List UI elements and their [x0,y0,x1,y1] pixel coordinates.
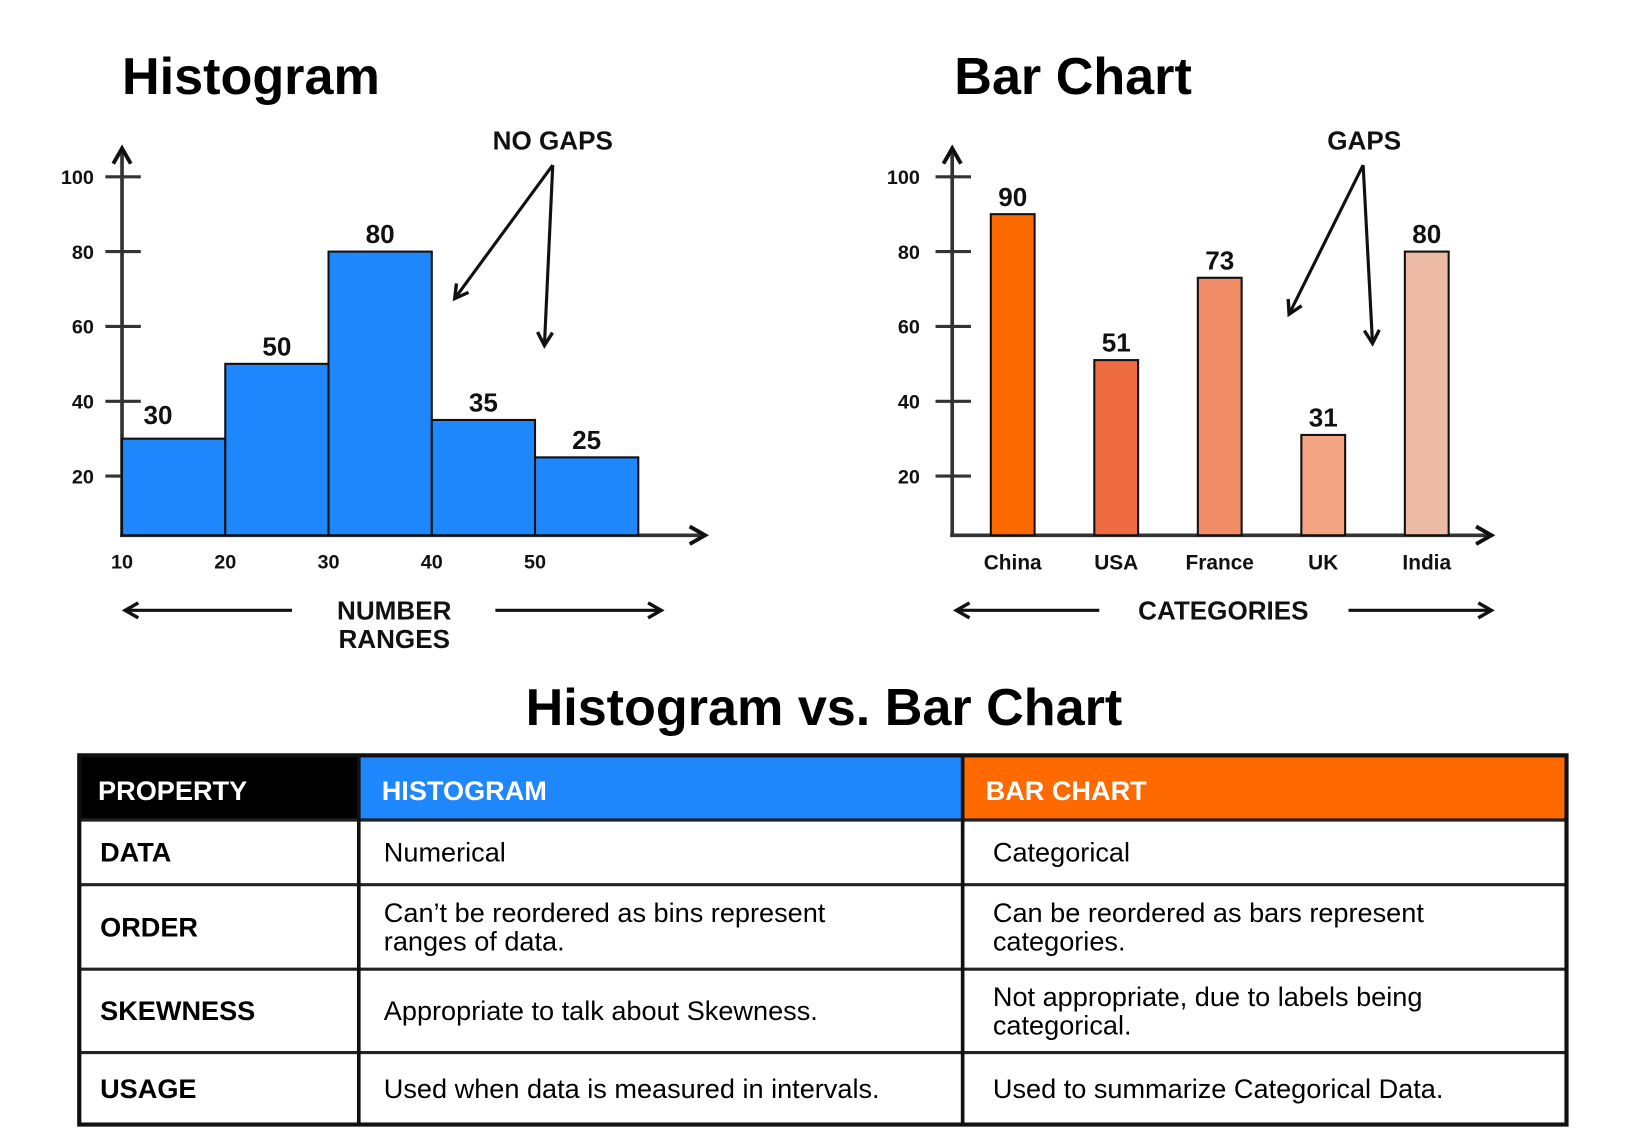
y-tick-label: 80 [72,242,94,264]
histogram-bin [327,250,433,537]
cell-text: Numerical [384,837,506,868]
x-tick-label: 40 [421,552,443,574]
histogram-bin [120,437,227,537]
histogram-xlabel-line1: NUMBER [337,596,452,626]
annotation-arrow [452,164,555,302]
histogram-bin [224,362,330,537]
table-border [77,753,1569,1127]
y-tick-label: 20 [72,466,94,488]
x-tick-label: 10 [111,552,133,574]
header-cell [962,755,1567,821]
category-label: India [1402,552,1451,575]
cell-text: Can’t be reordered as bins represent [384,897,826,928]
bar-usa [1093,359,1140,537]
bar-china [989,213,1036,537]
bar-chart-xlabel: CATEGORIES [1138,596,1308,626]
comparison-title: Histogram vs. Bar Chart [526,679,1123,737]
y-tick-label: 80 [898,242,920,264]
cell-text: Used to summarize Categorical Data. [993,1073,1444,1104]
histogram-bin [430,418,537,537]
x-tick-label: 20 [214,552,236,574]
y-tick-label: 60 [898,317,920,339]
bin-value-label: 50 [262,331,291,361]
cell-text: categories. [993,925,1126,956]
bar-france [1196,276,1243,537]
bar-value-label: 73 [1205,245,1234,275]
cell-text: Categorical [993,837,1130,868]
no-gaps-annotation: NO GAPS [493,125,613,155]
property-label: DATA [100,837,171,868]
cell-text: Appropriate to talk about Skewness. [384,995,818,1026]
category-label: China [984,552,1042,575]
property-label: ORDER [100,911,198,942]
category-label: France [1186,552,1254,575]
bar-value-label: 51 [1102,328,1131,358]
y-tick-label: 40 [72,392,94,414]
histogram-bin [533,456,640,537]
bar-value-label: 31 [1309,403,1338,433]
comparison-table: PROPERTY HISTOGRAM BAR CHART DATA Numerical C… [77,753,1569,1127]
bin-value-label: 35 [469,388,498,418]
bar-chart-title: Bar Chart [954,48,1192,106]
cell-text: categorical. [993,1009,1132,1040]
header-cell [79,755,359,821]
x-tick-label: 30 [318,552,340,574]
cell-text: Not appropriate, due to labels being [993,981,1423,1012]
y-tick-label: 40 [898,392,920,414]
bar-india [1403,250,1450,537]
category-label: UK [1308,552,1338,575]
bar-value-label: 90 [998,182,1027,212]
category-label: USA [1094,552,1138,575]
header-label: BAR CHART [986,775,1148,806]
histogram-xlabel-line2: RANGES [338,624,450,654]
x-tick-label: 50 [524,552,546,574]
property-label: USAGE [100,1073,196,1104]
bin-value-label: 30 [144,400,173,430]
cell-text: Used when data is measured in intervals. [384,1073,880,1104]
y-tick-label: 20 [898,466,920,488]
gaps-annotation: GAPS [1327,125,1401,155]
annotation-arrow [1361,164,1381,347]
property-label: SKEWNESS [100,995,255,1026]
bin-value-label: 25 [572,425,601,455]
bar-value-label: 80 [1412,219,1441,249]
header-cell [358,755,963,821]
bar-chart: GAPS CATEGORIES 20 40 60 80 100 90 China 51 USA 7… [887,125,1496,626]
cell-text: Can be reordered as bars represent [993,897,1424,928]
annotation-arrow [536,164,555,349]
cell-text: ranges of data. [384,925,565,956]
bar-uk [1300,433,1347,537]
bin-value-label: 80 [366,219,395,249]
y-tick-label: 100 [887,167,920,189]
y-tick-label: 60 [72,317,94,339]
histogram-title: Histogram [122,48,380,106]
histogram-chart: NO GAPS NUMBER RANGES 20 40 60 80 100 30 50 80 3… [61,125,710,654]
header-label: PROPERTY [98,775,247,806]
y-tick-label: 100 [61,167,94,189]
header-label: HISTOGRAM [382,775,547,806]
annotation-arrow [1286,164,1365,318]
